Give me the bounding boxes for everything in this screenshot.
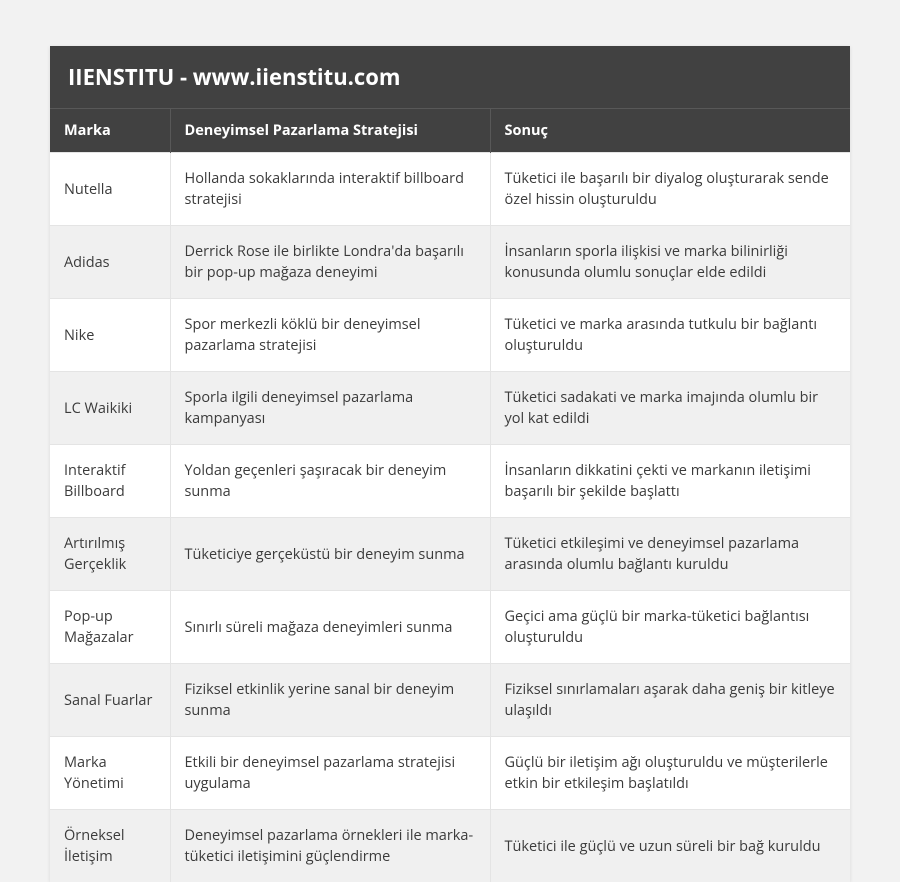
cell-result: Tüketici ile güçlü ve uzun süreli bir ba… [490,810,850,882]
table-row: AdidasDerrick Rose ile birlikte Londra'd… [50,226,850,299]
col-header-brand: Marka [50,109,170,153]
cell-result: Geçici ama güçlü bir marka-tüketici bağl… [490,591,850,664]
cell-result: Fiziksel sınırlamaları aşarak daha geniş… [490,664,850,737]
table-row: NikeSpor merkezli köklü bir deneyimsel p… [50,299,850,372]
table-card: IIENSTITU - www.iienstitu.com Marka Dene… [50,46,850,882]
cell-brand: Artırılmış Gerçeklik [50,518,170,591]
table-body: NutellaHollanda sokaklarında interaktif … [50,153,850,882]
cell-strategy: Yoldan geçenleri şaşıracak bir deneyim s… [170,445,490,518]
table-row: Marka YönetimiEtkili bir deneyimsel paza… [50,737,850,810]
table-row: LC WaikikiSporla ilgili deneyimsel pazar… [50,372,850,445]
cell-result: İnsanların dikkatini çekti ve markanın i… [490,445,850,518]
cell-strategy: Derrick Rose ile birlikte Londra'da başa… [170,226,490,299]
table-row: Interaktif BillboardYoldan geçenleri şaş… [50,445,850,518]
cell-brand: Pop-up Mağazalar [50,591,170,664]
cell-strategy: Spor merkezli köklü bir deneyimsel pazar… [170,299,490,372]
cell-brand: LC Waikiki [50,372,170,445]
table-row: Örneksel İletişimDeneyimsel pazarlama ör… [50,810,850,882]
col-header-strategy: Deneyimsel Pazarlama Stratejisi [170,109,490,153]
col-header-result: Sonuç [490,109,850,153]
cell-strategy: Hollanda sokaklarında interaktif billboa… [170,153,490,226]
cell-result: İnsanların sporla ilişkisi ve marka bili… [490,226,850,299]
cell-brand: Nike [50,299,170,372]
cell-brand: Sanal Fuarlar [50,664,170,737]
table-header-row: Marka Deneyimsel Pazarlama Stratejisi So… [50,109,850,153]
marketing-table: Marka Deneyimsel Pazarlama Stratejisi So… [50,108,850,882]
cell-strategy: Sporla ilgili deneyimsel pazarlama kampa… [170,372,490,445]
table-row: NutellaHollanda sokaklarında interaktif … [50,153,850,226]
cell-brand: Nutella [50,153,170,226]
table-row: Pop-up MağazalarSınırlı süreli mağaza de… [50,591,850,664]
cell-brand: Marka Yönetimi [50,737,170,810]
cell-result: Tüketici ile başarılı bir diyalog oluştu… [490,153,850,226]
cell-result: Güçlü bir iletişim ağı oluşturuldu ve mü… [490,737,850,810]
cell-brand: Adidas [50,226,170,299]
page-root: IIENSTITU - www.iienstitu.com Marka Dene… [0,0,900,854]
cell-strategy: Etkili bir deneyimsel pazarlama strateji… [170,737,490,810]
cell-result: Tüketici ve marka arasında tutkulu bir b… [490,299,850,372]
cell-brand: Örneksel İletişim [50,810,170,882]
cell-brand: Interaktif Billboard [50,445,170,518]
card-title: IIENSTITU - www.iienstitu.com [50,46,850,108]
table-row: Sanal FuarlarFiziksel etkinlik yerine sa… [50,664,850,737]
table-row: Artırılmış GerçeklikTüketiciye gerçeküst… [50,518,850,591]
cell-result: Tüketici etkileşimi ve deneyimsel pazarl… [490,518,850,591]
cell-strategy: Sınırlı süreli mağaza deneyimleri sunma [170,591,490,664]
cell-strategy: Deneyimsel pazarlama örnekleri ile marka… [170,810,490,882]
cell-strategy: Tüketiciye gerçeküstü bir deneyim sunma [170,518,490,591]
cell-result: Tüketici sadakati ve marka imajında olum… [490,372,850,445]
cell-strategy: Fiziksel etkinlik yerine sanal bir deney… [170,664,490,737]
table-header: Marka Deneyimsel Pazarlama Stratejisi So… [50,109,850,153]
